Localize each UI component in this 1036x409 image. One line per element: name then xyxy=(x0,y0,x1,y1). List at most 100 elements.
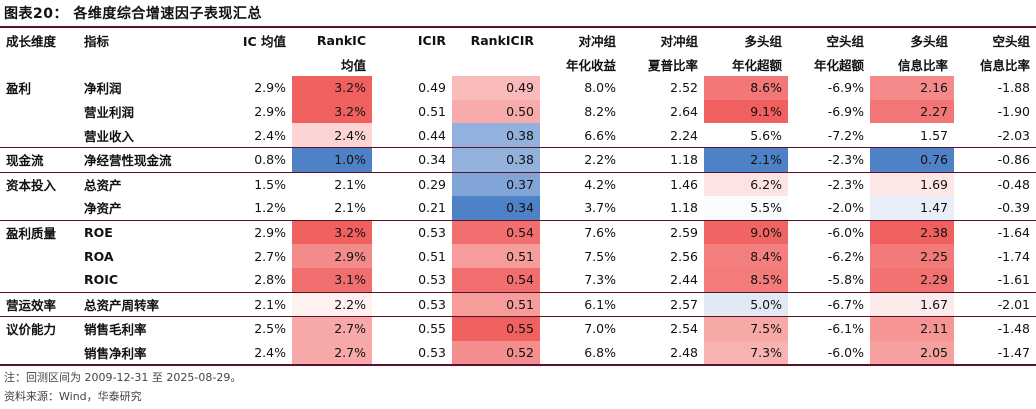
cell-long-ir: 2.25 xyxy=(870,244,954,268)
column-header: ICIR xyxy=(417,33,446,49)
cell-hedge-ret: 8.0% xyxy=(584,80,616,96)
column-header xyxy=(452,53,540,77)
cell-rankic: 2.1% xyxy=(292,171,372,197)
factor-summary-table: 成长维度 指标 IC 均值 RankIC ICIR RankICIR 对冲组 对冲组 多头组 空头… xyxy=(0,29,1036,367)
cell-rankic: 2.2% xyxy=(292,291,372,317)
title-divider xyxy=(0,26,1036,28)
cell-long-excess: 6.2% xyxy=(704,171,788,197)
cell-short-excess: -6.9% xyxy=(827,80,864,96)
cell-rankicir: 0.38 xyxy=(452,123,540,148)
cell-hedge-ret: 7.3% xyxy=(584,272,616,288)
cell-metric: ROIC xyxy=(84,272,119,288)
cell-long-ir: 2.05 xyxy=(870,340,954,367)
cell-icir: 0.53 xyxy=(372,219,452,245)
cell-icir: 0.55 xyxy=(372,316,452,341)
cell-metric: 营业利润 xyxy=(84,105,135,121)
cell-hedge-sharpe: 2.64 xyxy=(670,104,698,120)
cell-hedge-sharpe: 2.59 xyxy=(622,219,704,245)
cell-group xyxy=(0,100,78,124)
cell-short-excess: -2.0% xyxy=(827,200,864,216)
cell-long-excess: 8.6% xyxy=(704,76,788,100)
cell-rankic: 3.2% xyxy=(292,219,372,245)
cell-long-ir: 2.11 xyxy=(870,316,954,341)
cell-ic: 2.1% xyxy=(214,291,292,317)
cell-short-excess: -6.0% xyxy=(788,219,870,245)
column-header: IC 均值 xyxy=(242,34,286,50)
cell-ic: 2.4% xyxy=(254,127,286,143)
cell-hedge-sharpe: 2.48 xyxy=(622,340,704,367)
cell-metric: 销售毛利率 xyxy=(78,316,214,341)
cell-long-excess: 2.1% xyxy=(704,146,788,173)
cell-hedge-ret: 6.1% xyxy=(540,291,622,317)
cell-long-excess: 5.6% xyxy=(704,123,788,148)
cell-icir: 0.53 xyxy=(372,291,452,317)
cell-rankicir: 0.54 xyxy=(452,219,540,245)
cell-hedge-ret: 6.6% xyxy=(584,127,616,143)
cell-hedge-sharpe: 2.54 xyxy=(622,316,704,341)
cell-group xyxy=(0,244,78,268)
column-header: 成长维度 xyxy=(6,34,57,50)
table-body: 盈利 净利润 2.9% 3.2% 0.49 0.49 8.0% 2.52 8.6% -6.9% 2.… xyxy=(0,76,1036,367)
cell-long-excess: 9.0% xyxy=(704,219,788,245)
cell-long-ir: 1.67 xyxy=(870,291,954,317)
footnote: 注：回测区间为 2009-12-31 至 2025-08-29。 xyxy=(4,371,242,384)
column-header: 空头组 xyxy=(826,34,864,50)
cell-short-excess: -6.0% xyxy=(788,340,870,367)
cell-metric: 净资产 xyxy=(84,201,122,217)
cell-hedge-ret: 2.2% xyxy=(540,146,622,173)
cell-long-ir: 2.27 xyxy=(870,99,954,124)
table-row: 营业利润 2.9% 3.2% 0.51 0.50 8.2% 2.64 9.1% -6.9% 2.2… xyxy=(0,99,1036,124)
cell-rankicir: 0.55 xyxy=(452,316,540,341)
page-title: 图表20： 各维度综合增速因子表现汇总 xyxy=(4,6,262,22)
cell-long-ir: 2.16 xyxy=(870,76,954,100)
column-header: 对冲组 xyxy=(660,34,698,50)
cell-rankic: 3.1% xyxy=(292,267,372,293)
cell-hedge-sharpe: 2.57 xyxy=(622,291,704,317)
cell-short-ir: -1.61 xyxy=(997,272,1030,288)
table-row: 净资产 1.2% 2.1% 0.21 0.34 3.7% 1.18 5.5% -2.0% 1.47… xyxy=(0,196,1036,221)
cell-rankic: 2.4% xyxy=(292,123,372,148)
column-header xyxy=(372,53,452,77)
column-header: 信息比率 xyxy=(897,57,948,73)
column-header: 多头组 xyxy=(744,34,782,50)
cell-short-ir: -1.47 xyxy=(954,340,1036,367)
cell-hedge-ret: 7.6% xyxy=(540,219,622,245)
cell-short-ir: -1.48 xyxy=(954,316,1036,341)
cell-ic: 0.8% xyxy=(214,146,292,173)
cell-rankic: 2.7% xyxy=(292,316,372,341)
cell-long-ir: 2.38 xyxy=(870,219,954,245)
cell-icir: 0.49 xyxy=(418,80,446,96)
cell-rankicir: 0.51 xyxy=(452,291,540,317)
cell-short-excess: -7.2% xyxy=(827,127,864,143)
cell-hedge-ret: 4.2% xyxy=(540,171,622,197)
cell-short-ir: -0.48 xyxy=(954,171,1036,197)
cell-short-excess: -5.8% xyxy=(827,272,864,288)
cell-ic: 2.8% xyxy=(254,272,286,288)
cell-icir: 0.34 xyxy=(372,146,452,173)
table-row: 盈利质量 ROE 2.9% 3.2% 0.53 0.54 7.6% 2.59 9.0% -6.0%… xyxy=(0,219,1036,245)
cell-hedge-sharpe: 2.52 xyxy=(670,80,698,96)
table-row: ROIC 2.8% 3.1% 0.53 0.54 7.3% 2.44 8.5% -5.8% 2.2… xyxy=(0,267,1036,293)
cell-rankicir: 0.38 xyxy=(452,146,540,173)
table-row: 盈利 净利润 2.9% 3.2% 0.49 0.49 8.0% 2.52 8.6% -6.9% 2.… xyxy=(0,76,1036,100)
cell-short-excess: -2.3% xyxy=(788,171,870,197)
cell-short-excess: -6.9% xyxy=(827,104,864,120)
column-header: RankICIR xyxy=(470,33,534,49)
cell-metric: 销售净利率 xyxy=(78,340,214,367)
cell-short-excess: -6.2% xyxy=(827,248,864,264)
cell-short-ir: -1.90 xyxy=(997,104,1030,120)
cell-icir: 0.21 xyxy=(418,200,446,216)
cell-ic: 2.7% xyxy=(254,248,286,264)
cell-long-excess: 7.3% xyxy=(704,340,788,367)
cell-hedge-ret: 8.2% xyxy=(584,104,616,120)
cell-group xyxy=(0,340,78,367)
cell-metric: 总资产 xyxy=(78,171,214,197)
cell-rankic: 3.2% xyxy=(292,99,372,124)
cell-icir: 0.44 xyxy=(418,127,446,143)
cell-rankic: 3.2% xyxy=(292,76,372,100)
cell-icir: 0.29 xyxy=(372,171,452,197)
cell-rankic: 2.7% xyxy=(292,340,372,367)
cell-group: 资本投入 xyxy=(0,171,78,197)
cell-group: 盈利 xyxy=(6,81,32,97)
column-header: 均值 xyxy=(340,57,366,73)
